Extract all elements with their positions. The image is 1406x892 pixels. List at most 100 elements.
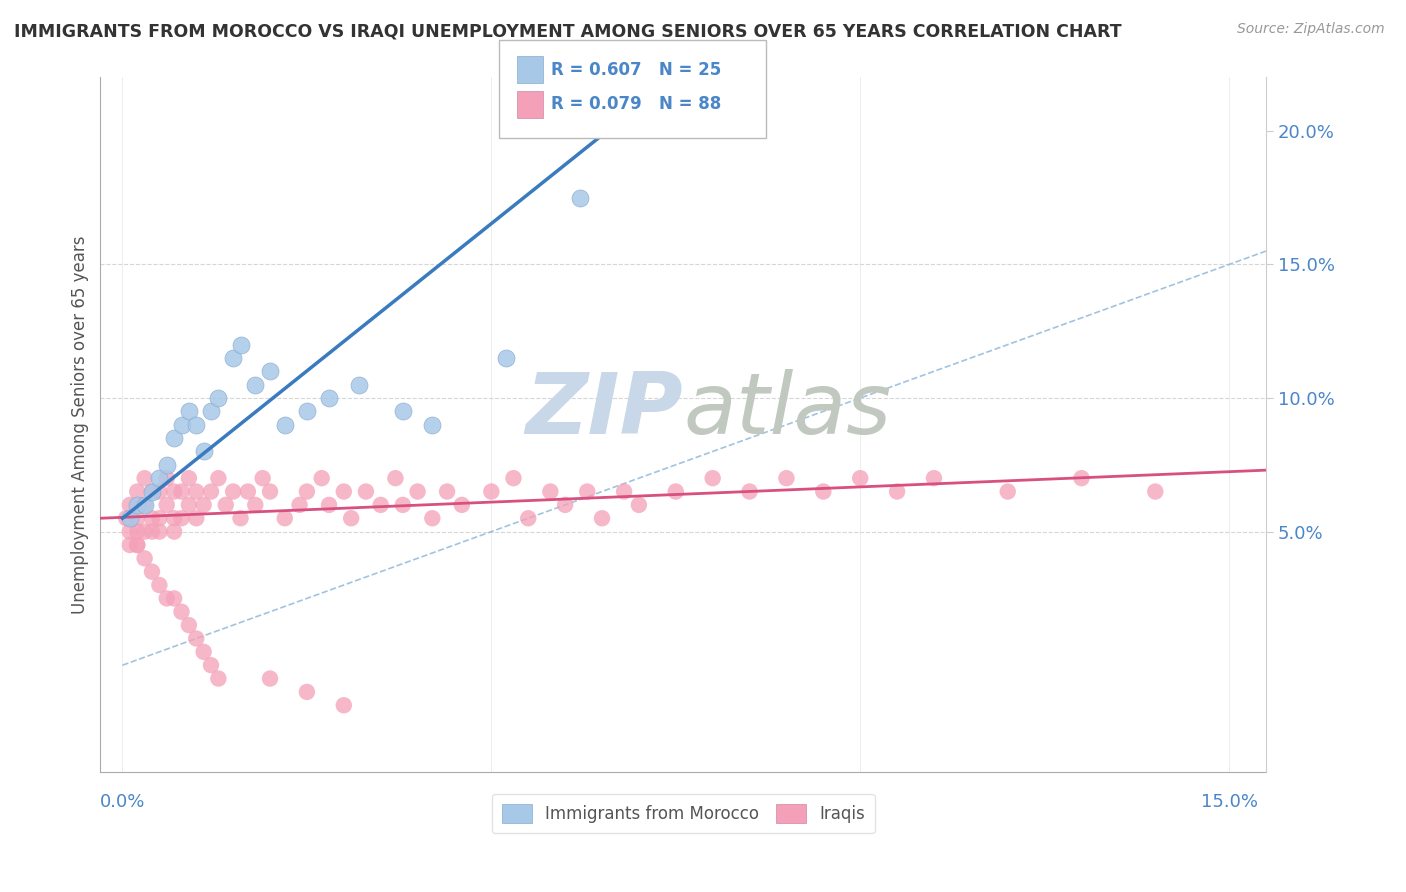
- Point: [245, 498, 267, 512]
- Point: [127, 538, 149, 552]
- Point: [259, 484, 281, 499]
- Point: [156, 458, 179, 472]
- Point: [384, 471, 406, 485]
- Point: [163, 484, 186, 499]
- Point: [311, 471, 333, 485]
- Point: [134, 551, 156, 566]
- Point: [148, 484, 170, 499]
- Y-axis label: Unemployment Among Seniors over 65 years: Unemployment Among Seniors over 65 years: [72, 235, 89, 614]
- Text: ZIP: ZIP: [526, 369, 683, 452]
- Point: [193, 645, 215, 659]
- Point: [406, 484, 429, 499]
- Text: R = 0.079   N = 88: R = 0.079 N = 88: [551, 95, 721, 113]
- Point: [502, 471, 524, 485]
- Point: [347, 377, 370, 392]
- Point: [554, 498, 576, 512]
- Point: [274, 417, 297, 432]
- Text: IMMIGRANTS FROM MOROCCO VS IRAQI UNEMPLOYMENT AMONG SENIORS OVER 65 YEARS CORREL: IMMIGRANTS FROM MOROCCO VS IRAQI UNEMPLO…: [14, 22, 1122, 40]
- Point: [170, 511, 193, 525]
- Point: [141, 511, 163, 525]
- Point: [420, 417, 443, 432]
- Point: [156, 498, 179, 512]
- Point: [665, 484, 688, 499]
- Point: [177, 404, 200, 418]
- Point: [156, 591, 179, 606]
- Point: [134, 471, 156, 485]
- Point: [229, 337, 252, 351]
- Point: [193, 498, 215, 512]
- Text: Source: ZipAtlas.com: Source: ZipAtlas.com: [1237, 22, 1385, 37]
- Point: [420, 511, 443, 525]
- Point: [436, 484, 458, 499]
- Point: [127, 524, 149, 539]
- Point: [156, 471, 179, 485]
- Point: [163, 591, 186, 606]
- Point: [115, 511, 138, 525]
- Point: [141, 565, 163, 579]
- Point: [340, 511, 363, 525]
- Point: [148, 578, 170, 592]
- Point: [517, 511, 540, 525]
- Point: [134, 524, 156, 539]
- Point: [177, 471, 200, 485]
- Point: [627, 498, 650, 512]
- Point: [333, 484, 356, 499]
- Point: [997, 484, 1019, 499]
- Text: R = 0.607   N = 25: R = 0.607 N = 25: [551, 61, 721, 78]
- Point: [193, 444, 215, 458]
- Point: [141, 484, 163, 499]
- Point: [245, 377, 267, 392]
- Point: [274, 511, 297, 525]
- Point: [200, 404, 222, 418]
- Point: [148, 471, 170, 485]
- Text: 15.0%: 15.0%: [1201, 793, 1257, 812]
- Point: [127, 511, 149, 525]
- Point: [186, 511, 208, 525]
- Point: [186, 417, 208, 432]
- Point: [849, 471, 872, 485]
- Point: [259, 364, 281, 378]
- Point: [170, 484, 193, 499]
- Text: atlas: atlas: [683, 369, 891, 452]
- Point: [207, 471, 229, 485]
- Point: [259, 672, 281, 686]
- Point: [922, 471, 945, 485]
- Point: [186, 632, 208, 646]
- Point: [886, 484, 908, 499]
- Point: [141, 484, 163, 499]
- Point: [170, 417, 193, 432]
- Legend: Immigrants from Morocco, Iraqis: Immigrants from Morocco, Iraqis: [492, 794, 875, 833]
- Point: [186, 484, 208, 499]
- Point: [252, 471, 274, 485]
- Point: [568, 191, 591, 205]
- Point: [170, 605, 193, 619]
- Point: [163, 511, 186, 525]
- Point: [538, 484, 561, 499]
- Point: [318, 391, 340, 405]
- Point: [591, 511, 613, 525]
- Point: [207, 672, 229, 686]
- Point: [613, 484, 636, 499]
- Point: [775, 471, 797, 485]
- Point: [163, 431, 186, 445]
- Point: [148, 524, 170, 539]
- Point: [229, 511, 252, 525]
- Point: [141, 524, 163, 539]
- Point: [177, 498, 200, 512]
- Point: [479, 484, 502, 499]
- Point: [127, 498, 149, 512]
- Point: [118, 538, 141, 552]
- Point: [813, 484, 835, 499]
- Point: [391, 404, 413, 418]
- Point: [118, 511, 141, 525]
- Point: [134, 498, 156, 512]
- Point: [127, 538, 149, 552]
- Point: [576, 484, 599, 499]
- Point: [118, 524, 141, 539]
- Point: [333, 698, 356, 713]
- Point: [177, 618, 200, 632]
- Point: [295, 484, 318, 499]
- Text: 0.0%: 0.0%: [100, 793, 145, 812]
- Point: [450, 498, 472, 512]
- Point: [127, 484, 149, 499]
